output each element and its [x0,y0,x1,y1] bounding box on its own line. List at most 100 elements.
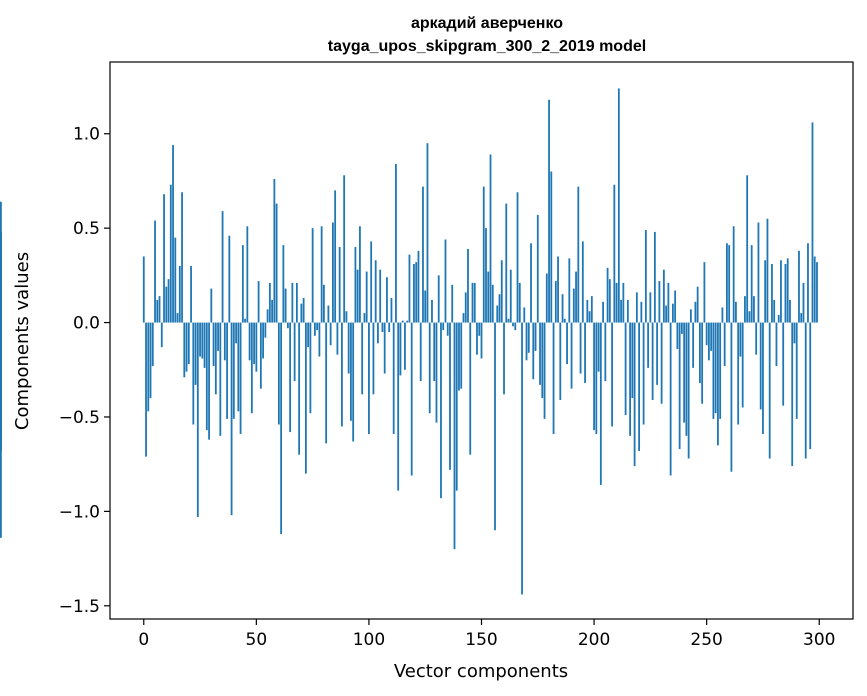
bar-74 [309,322,312,414]
y-tick-label: 1.0 [73,125,100,145]
bar-110 [390,298,393,323]
bar-66 [291,282,294,323]
bar-203 [599,322,602,485]
bar-15 [176,313,179,323]
bar-133 [442,322,445,331]
bar-77 [316,322,319,331]
bar-253 [712,322,715,419]
bar-164 [512,322,514,327]
x-tick-label: 200 [578,630,610,650]
bar-243 [689,309,692,323]
bar-40 [232,322,235,419]
bar-230 [660,322,663,404]
bar-241 [685,322,688,436]
bar-36 [223,322,226,361]
bar-286 [786,258,789,323]
bar-217 [631,322,634,399]
bar-24 [196,322,199,518]
bar-221 [640,301,643,323]
bar-210 [615,282,618,323]
bar-183 [554,281,557,323]
bar-142 [462,313,465,323]
bar-290 [795,322,798,419]
bar-107 [383,322,386,374]
y-tick-label: −1.0 [59,502,100,522]
bar-undefined [0,322,2,387]
bar-211 [617,88,620,323]
bar-1 [145,322,147,457]
bar-147 [473,282,476,323]
bar-272 [755,322,758,355]
bar-73 [307,322,310,348]
bar-180 [548,99,550,323]
bar-172 [530,243,532,323]
bar-61 [280,322,283,535]
bar-116 [404,322,406,370]
bar-287 [789,299,791,323]
bar-266 [741,322,744,408]
bar-103 [374,260,377,323]
bar-9 [163,194,165,323]
bar-72 [304,322,307,474]
bar-246 [696,286,699,323]
bar-184 [557,256,559,323]
bar-154 [489,154,492,323]
bar-125 [424,290,427,323]
bar-39 [230,322,233,516]
bar-270 [750,245,753,323]
bar-84 [331,222,334,323]
bar-10 [165,286,168,323]
bar-212 [620,299,622,323]
bar-60 [277,322,280,425]
bar-187 [563,318,566,323]
bar-70 [300,303,303,323]
bar-80 [322,284,325,323]
bar-89 [343,175,346,323]
bar-46 [246,226,249,323]
bar-267 [744,296,746,323]
bar-140 [458,322,460,391]
bar-22 [192,322,195,425]
bar-68 [295,282,298,323]
bar-48 [250,322,253,414]
bar-289 [793,322,796,344]
bar-255 [717,322,719,446]
bar-96 [359,226,361,323]
bar-233 [667,282,670,323]
bar-47 [248,322,251,361]
bar-106 [381,322,384,333]
bar-95 [356,269,359,323]
bar-176 [539,322,541,385]
bar-55 [266,309,269,323]
bar-143 [464,292,467,323]
bar-247 [698,322,701,383]
bar-299 [816,262,818,323]
bar-113 [397,322,400,491]
bar-124 [422,186,424,323]
bar-97 [361,322,364,395]
bar-109 [388,322,391,333]
y-tick-label: 0.0 [73,314,100,334]
bar-104 [377,322,379,344]
bar-291 [798,250,800,323]
bar-240 [683,322,686,423]
bar-229 [658,281,661,323]
bar-137 [451,284,454,323]
bar-43 [239,322,242,434]
bar-108 [386,277,388,323]
bar-94 [354,247,357,323]
bar-144 [467,248,469,323]
bar-155 [491,284,494,323]
bar-231 [662,269,665,323]
bar-225 [649,292,652,323]
bar-18 [183,322,186,378]
bar-269 [748,311,751,323]
bar-83 [329,322,332,346]
x-axis-ticks: 0 50 100 150 200 250 300 [138,619,835,650]
bar-285 [784,264,787,323]
bar-213 [622,282,625,323]
bar-54 [264,322,267,338]
bar-51 [257,281,260,323]
bar-76 [313,322,316,336]
bar-207 [608,279,611,323]
